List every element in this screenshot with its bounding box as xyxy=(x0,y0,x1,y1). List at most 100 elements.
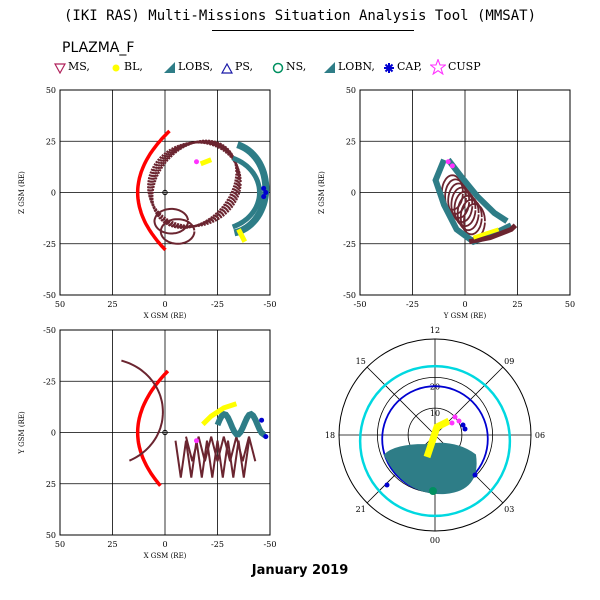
cap-point xyxy=(263,434,269,440)
cap-point xyxy=(259,417,265,423)
ring-label: 10 xyxy=(430,409,440,418)
cusp-point xyxy=(456,418,462,424)
cap-point xyxy=(263,190,269,195)
x-tick-label: -25 xyxy=(406,300,419,309)
x-tick-label: 25 xyxy=(512,300,522,309)
hour-label: 06 xyxy=(535,431,545,440)
y-axis-label: Z GSM (RE) xyxy=(18,171,26,214)
ms-orbit xyxy=(450,186,474,223)
x-tick-label: 25 xyxy=(107,540,117,549)
x-tick-label: 50 xyxy=(565,300,575,309)
legend-label: MS, xyxy=(68,60,90,73)
x-axis-label: X GSM (RE) xyxy=(144,312,187,320)
y-tick-label: -50 xyxy=(43,291,56,300)
cusp-point xyxy=(194,438,199,444)
lobe-band xyxy=(231,155,263,230)
ms-orbit xyxy=(149,140,240,229)
x-axis-label: Y GSM (RE) xyxy=(443,312,487,320)
bl-segment xyxy=(199,157,213,167)
cusp-point xyxy=(445,159,451,165)
x-axis-label: X GSM (RE) xyxy=(144,552,187,560)
y-tick-label: 50 xyxy=(346,86,356,95)
ms-orbit xyxy=(174,440,250,478)
cusp-point xyxy=(194,159,199,165)
cap-point xyxy=(261,185,267,191)
y-tick-label: -50 xyxy=(343,291,356,300)
ms-orbit xyxy=(147,141,242,228)
ns-point xyxy=(429,487,437,495)
lobe-band xyxy=(214,410,267,438)
y-tick-label: 50 xyxy=(46,531,56,540)
earth-marker xyxy=(162,429,168,436)
cap-point xyxy=(384,482,390,488)
y-tick-label: 0 xyxy=(351,189,356,198)
x-tick-label: 0 xyxy=(462,300,467,309)
x-tick-label: 0 xyxy=(162,540,167,549)
y-axis-label: Z GSM (RE) xyxy=(318,171,326,214)
cap-point xyxy=(460,422,466,428)
earth-marker xyxy=(162,189,168,196)
x-tick-label: 25 xyxy=(107,300,117,309)
legend-label: BL, xyxy=(124,60,143,73)
xy-plot: 50 25 0 -25 -50 -50 -25 0 25 50 X GSM (RE) Y GSM (R… xyxy=(18,326,277,560)
magnetopause-curve xyxy=(135,369,170,487)
y-tick-label: -25 xyxy=(343,240,356,249)
title-underline xyxy=(212,30,414,31)
cusp-point xyxy=(449,163,455,169)
x-tick-label: 50 xyxy=(55,300,65,309)
cusp-point xyxy=(452,414,458,420)
x-tick-label: -50 xyxy=(264,300,277,309)
legend-label: CUSP xyxy=(448,60,481,73)
hour-label: 12 xyxy=(430,326,440,335)
date-label: January 2019 xyxy=(251,563,349,578)
legend: MS, BL, LOBS, PS, NS, LOBN, CAP, CUSP xyxy=(50,58,590,82)
cap-point xyxy=(472,472,478,478)
x-tick-label: -50 xyxy=(264,540,277,549)
legend-label: CAP, xyxy=(397,60,423,73)
asterisk-icon xyxy=(384,63,394,73)
ms-orbit xyxy=(153,207,190,235)
x-tick-label: -25 xyxy=(211,300,224,309)
hour-label: 00 xyxy=(430,536,440,545)
hour-label: 03 xyxy=(504,505,514,514)
lobe-band xyxy=(445,157,509,224)
y-tick-label: 25 xyxy=(46,480,56,489)
legend-label: LOBN, xyxy=(338,60,375,73)
app-title: (IKI RAS) Multi-Missions Situation Analy… xyxy=(63,8,536,24)
triangle-up-icon xyxy=(221,62,233,74)
mission-name: PLAZMA_F xyxy=(62,40,135,56)
hour-label: 15 xyxy=(356,357,366,366)
legend-label: LOBS, xyxy=(178,60,214,73)
ms-orbit xyxy=(447,182,471,219)
ms-orbit xyxy=(468,223,518,245)
ms-orbit xyxy=(456,194,480,232)
y-tick-label: 25 xyxy=(46,137,56,146)
cap-point xyxy=(261,194,267,200)
y-tick-label: -25 xyxy=(43,377,56,386)
bl-segment xyxy=(201,401,238,427)
bl-segment xyxy=(236,228,248,243)
flag-icon xyxy=(164,62,175,73)
y-tick-label: 25 xyxy=(346,137,356,146)
hour-label: 18 xyxy=(325,431,335,440)
bl-segment xyxy=(423,417,451,459)
lobe-region xyxy=(383,442,477,495)
ms-orbit xyxy=(459,199,483,236)
ms-orbit xyxy=(444,178,467,215)
x-tick-label: -50 xyxy=(354,300,367,309)
legend-label: NS, xyxy=(286,60,307,73)
x-tick-label: -25 xyxy=(211,540,224,549)
yz-plot: -50 -25 0 25 50 50 25 0 -25 -50 Y GSM (RE) Z GSM (R… xyxy=(318,86,575,320)
cusp-point xyxy=(449,420,455,426)
bl-segment xyxy=(472,227,500,240)
cyan-ring xyxy=(358,364,512,518)
y-tick-label: -25 xyxy=(43,240,56,249)
hour-label: 21 xyxy=(356,505,366,514)
y-tick-label: -50 xyxy=(43,326,56,335)
cap-point xyxy=(462,426,468,432)
hour-label: 09 xyxy=(504,357,514,366)
magnetopause-curve xyxy=(135,129,171,252)
y-tick-label: 0 xyxy=(51,429,56,438)
